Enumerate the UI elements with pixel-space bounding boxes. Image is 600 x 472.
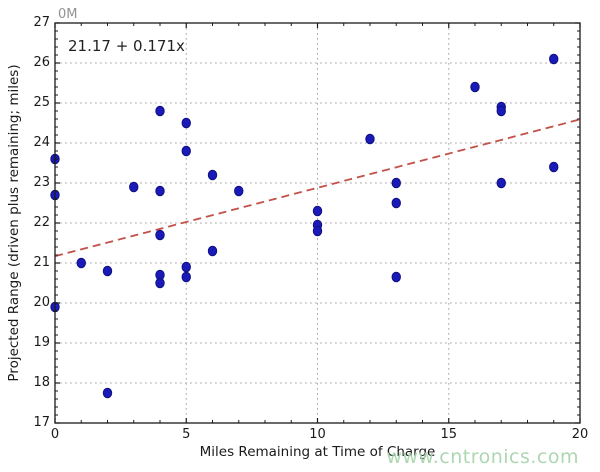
y-tick-label: 27 — [33, 15, 50, 30]
regression-equation-annotation: 21.17 + 0.171x — [68, 37, 185, 55]
data-point — [391, 197, 401, 209]
y-tick-label: 20 — [33, 295, 50, 310]
data-point — [155, 277, 165, 289]
y-tick-label: 17 — [33, 415, 50, 430]
data-point — [549, 53, 559, 65]
data-point — [155, 185, 165, 197]
top-left-artifact: 0M — [58, 7, 78, 22]
data-point — [181, 117, 191, 129]
y-tick-label: 19 — [33, 335, 50, 350]
y-axis-title: Projected Range (driven plus remaining; … — [6, 64, 22, 382]
x-tick-label: 10 — [309, 427, 326, 442]
y-tick-label: 21 — [33, 255, 50, 270]
x-tick-label: 15 — [440, 427, 458, 442]
x-tick-label: 5 — [182, 427, 191, 442]
data-point — [155, 105, 165, 117]
data-point — [312, 225, 323, 237]
data-point — [129, 181, 139, 193]
data-point — [365, 133, 375, 145]
data-point — [76, 257, 86, 269]
x-tick-label: 0 — [50, 427, 60, 442]
x-axis-title: Miles Remaining at Time of Charge — [199, 444, 436, 460]
data-point — [181, 261, 191, 273]
data-point — [102, 265, 113, 277]
data-point — [496, 105, 506, 117]
data-point — [181, 145, 191, 157]
y-tick-label: 26 — [33, 55, 50, 70]
data-point — [181, 271, 191, 283]
y-tick-label: 18 — [33, 375, 50, 390]
data-point — [496, 177, 506, 189]
x-tick-label: 20 — [571, 427, 589, 442]
data-point — [155, 229, 165, 241]
data-point — [312, 205, 323, 217]
data-point — [207, 169, 218, 181]
data-point — [470, 81, 480, 93]
data-point — [102, 387, 113, 399]
data-point — [391, 177, 401, 189]
data-point — [234, 185, 244, 197]
data-point — [549, 161, 559, 173]
y-tick-label: 25 — [33, 95, 50, 110]
y-tick-label: 22 — [33, 215, 50, 230]
y-tick-label: 23 — [33, 175, 50, 190]
watermark-text: www.cntronics.com — [386, 446, 579, 468]
data-point — [391, 271, 401, 283]
data-point — [207, 245, 218, 257]
y-tick-label: 24 — [33, 135, 50, 150]
